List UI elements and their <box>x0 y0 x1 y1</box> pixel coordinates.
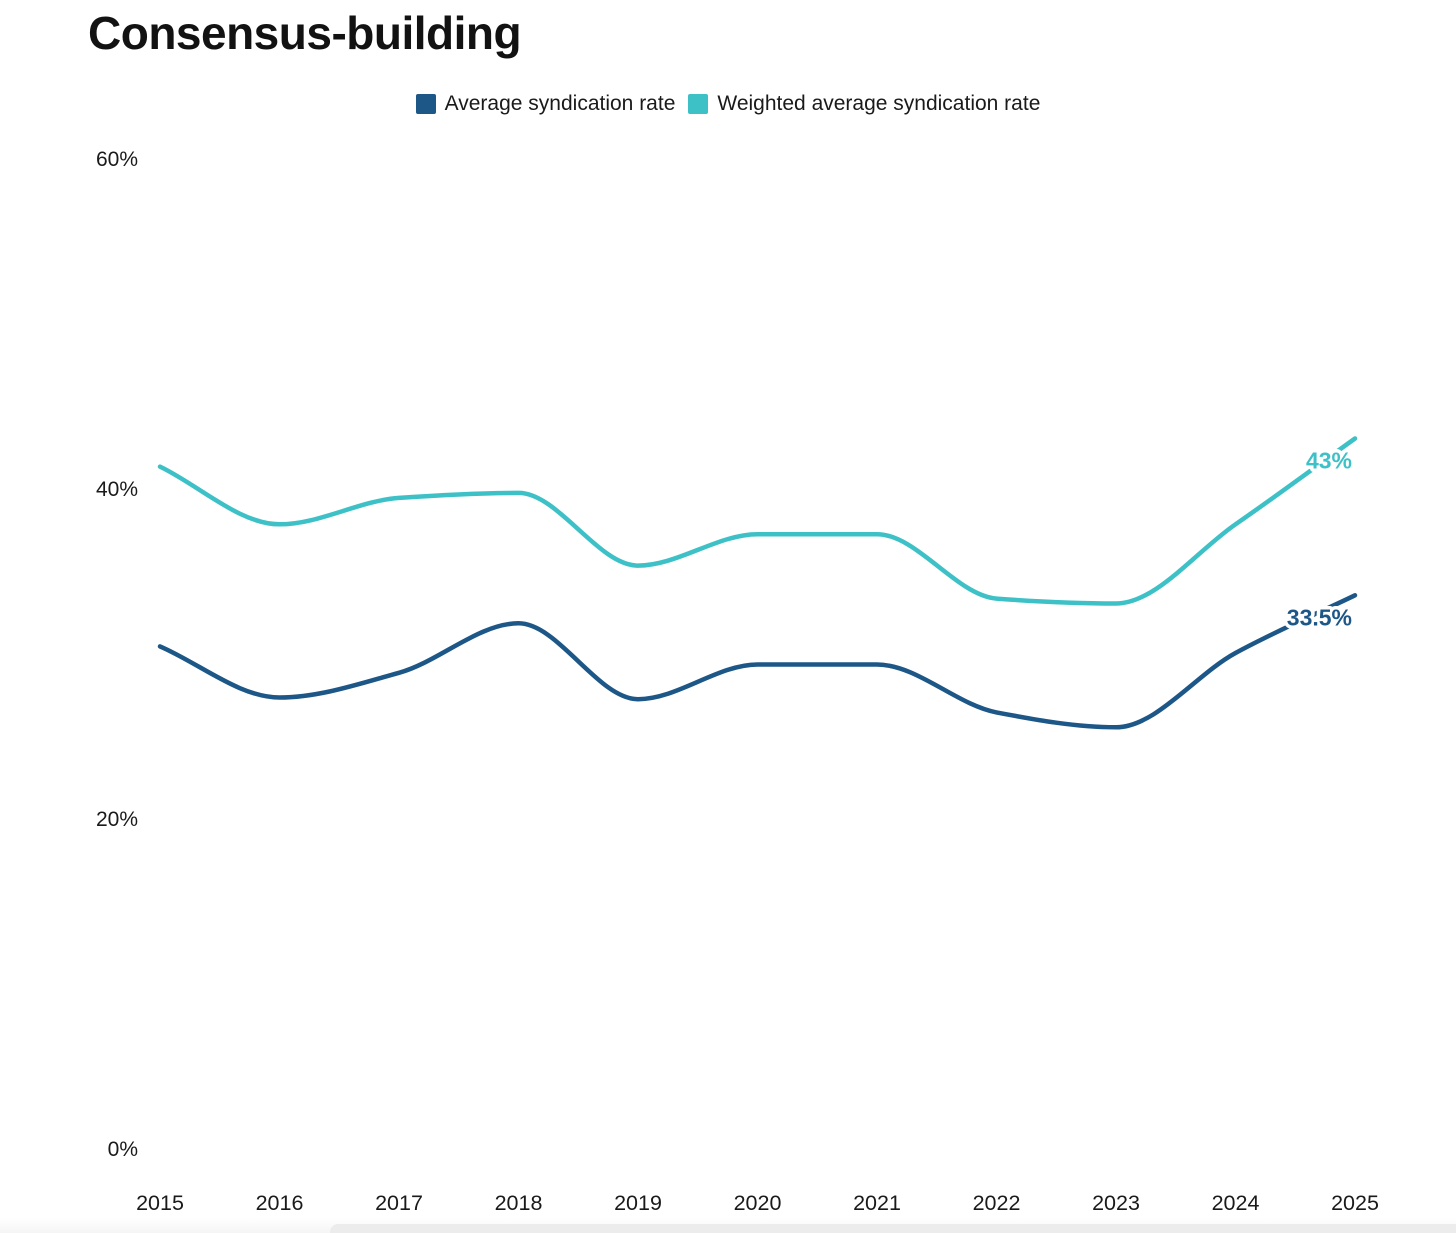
y-tick-label: 0% <box>108 1138 138 1161</box>
bottom-panel-edge <box>330 1224 1456 1233</box>
legend-label: Weighted average syndication rate <box>717 92 1041 115</box>
series-end-label: 43% <box>1306 448 1352 474</box>
x-tick-label: 2018 <box>495 1191 543 1215</box>
legend-item-weighted-average-syndication-rate: Weighted average syndication rate <box>688 92 1040 116</box>
x-tick-label: 2024 <box>1212 1191 1260 1215</box>
x-tick-label: 2025 <box>1331 1191 1379 1215</box>
x-tick-label: 2023 <box>1092 1191 1140 1215</box>
series-end-label: 33.5% <box>1287 604 1352 630</box>
x-tick-label: 2017 <box>375 1191 423 1215</box>
legend-item-average-syndication-rate: Average syndication rate <box>415 92 676 116</box>
x-tick-label: 2015 <box>136 1191 184 1215</box>
y-tick-label: 40% <box>96 478 138 501</box>
x-tick-label: 2021 <box>853 1191 901 1215</box>
series-line <box>157 436 1358 606</box>
chart-legend: Average syndication rate Weighted averag… <box>0 92 1456 116</box>
legend-label: Average syndication rate <box>444 92 676 115</box>
series-line <box>157 593 1358 730</box>
x-tick-label: 2019 <box>614 1191 662 1215</box>
x-tick-label: 2016 <box>256 1191 304 1215</box>
legend-swatch-blue-icon <box>415 94 436 114</box>
y-tick-label: 20% <box>96 808 138 831</box>
page-title: Consensus-building <box>88 7 522 59</box>
x-tick-label: 2020 <box>734 1191 782 1215</box>
y-tick-label: 60% <box>96 148 138 171</box>
x-tick-label: 2022 <box>973 1191 1021 1215</box>
legend-swatch-teal-icon <box>688 94 709 114</box>
